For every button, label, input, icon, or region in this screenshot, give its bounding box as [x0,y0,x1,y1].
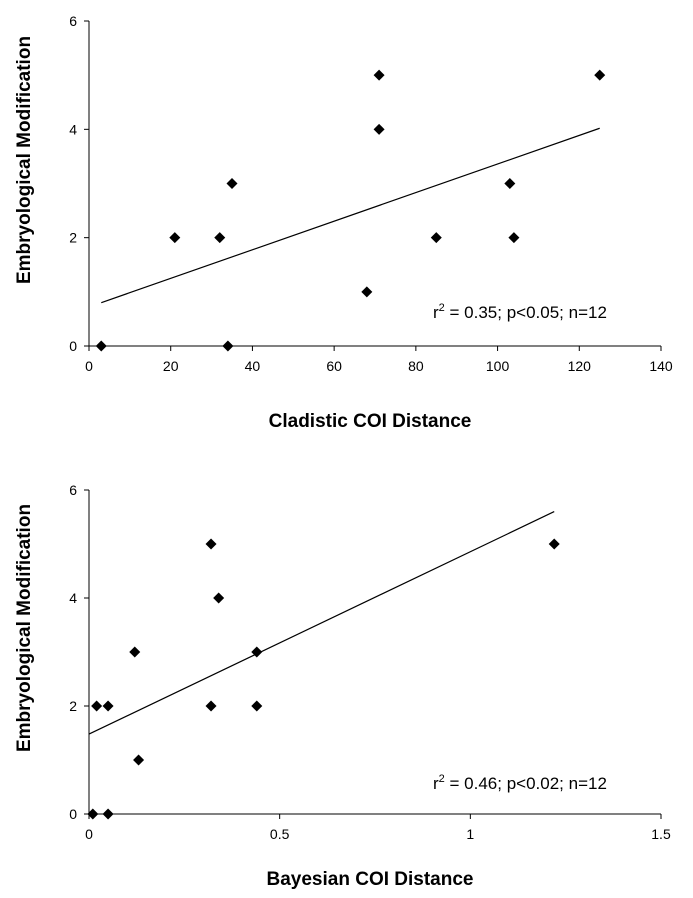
x-tick-label: 40 [245,358,261,374]
data-point [430,232,442,244]
x-tick-label: 120 [568,358,592,374]
data-point [251,646,263,658]
data-point [133,754,145,766]
y-tick-label: 6 [69,13,77,29]
stats-annotation: r2 = 0.46; p<0.02; n=12 [433,773,607,793]
trendline [101,127,600,304]
x-tick-label: 1.5 [651,826,671,842]
data-point [205,538,217,550]
data-point [213,592,225,604]
stats-prefix: r [433,303,439,322]
data-point [508,232,520,244]
x-tick-label: 0 [85,358,93,374]
x-tick-label: 1 [466,826,474,842]
y-tick-label: 2 [69,698,77,714]
data-point [373,123,385,135]
data-point [226,178,238,189]
data-point [95,340,107,352]
x-tick-label: 20 [163,358,179,374]
y-axis-title: Embryological Modification [14,36,35,284]
x-tick-label: 0 [85,826,93,842]
stats-suffix: = 0.35; p<0.05; n=12 [445,303,607,322]
cladistic-chart: 0 2 4 6 0 20 40 60 80 100 120 140 Cladistic COI Di… [14,13,673,432]
stats-superscript: 2 [439,302,445,314]
y-ticks: 0 2 4 6 [69,13,89,354]
data-point [373,69,385,81]
data-points [95,69,606,352]
y-tick-label: 0 [69,806,77,822]
data-points [87,538,560,820]
y-axis-title: Embryological Modification [14,504,35,752]
trendline [88,511,555,735]
y-tick-label: 0 [69,338,77,354]
data-point [102,808,114,820]
stats-suffix: = 0.46; p<0.02; n=12 [445,774,607,793]
bayesian-chart: 0 2 4 6 0 0.5 1 1.5 Bayesian COI Distance Embr… [14,482,671,890]
x-tick-label: 80 [408,358,424,374]
x-tick-label: 140 [649,358,673,374]
data-point [222,340,234,352]
stats-superscript: 2 [439,773,445,785]
x-axis-title: Bayesian COI Distance [267,869,474,890]
x-tick-label: 100 [486,358,510,374]
y-tick-label: 4 [69,590,77,606]
stats-prefix: r [433,774,439,793]
y-tick-label: 6 [69,482,77,498]
data-point [91,700,103,712]
y-tick-label: 2 [69,230,77,246]
data-point [205,700,217,712]
x-tick-label: 0.5 [270,826,290,842]
data-point [129,646,141,658]
x-axis-title: Cladistic COI Distance [269,411,472,432]
data-point [102,700,114,712]
x-ticks: 0 20 40 60 80 100 120 140 [85,346,673,374]
x-tick-label: 60 [326,358,342,374]
data-point [87,808,99,820]
data-point [214,232,226,244]
y-ticks: 0 2 4 6 [69,482,89,822]
data-point [594,69,606,81]
data-point [361,286,373,298]
data-point [548,538,560,550]
y-tick-label: 4 [69,121,77,137]
stats-annotation: r2 = 0.35; p<0.05; n=12 [433,302,607,322]
x-ticks: 0 0.5 1 1.5 [85,814,671,842]
data-point [504,178,516,189]
data-point [251,700,263,712]
data-point [169,232,181,244]
